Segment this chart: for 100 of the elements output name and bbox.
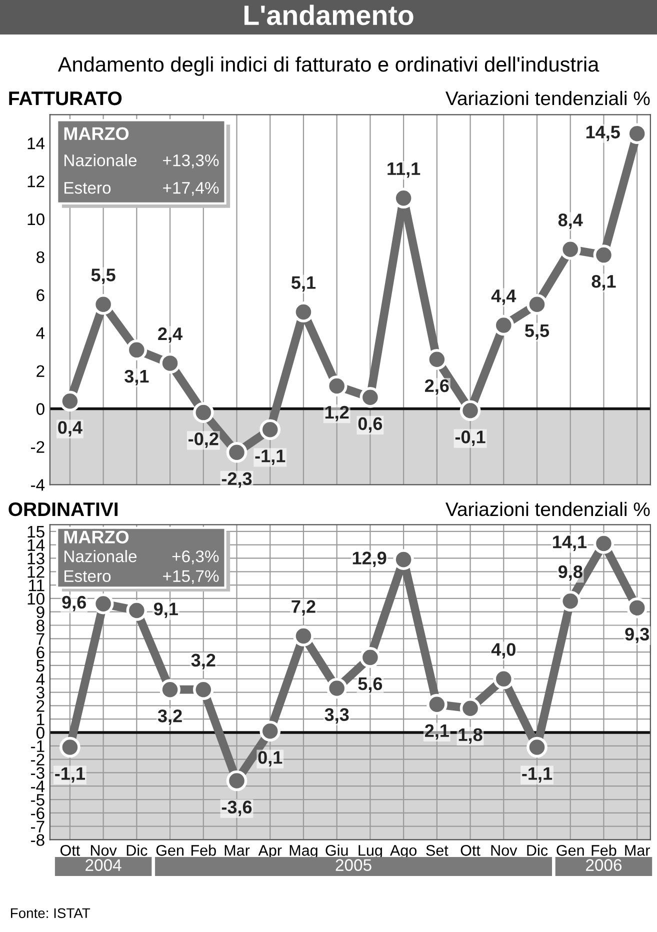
y-tick-label: 13 <box>28 552 44 564</box>
y-tick-label: -5 <box>30 794 44 806</box>
y-tick-label: -6 <box>30 807 44 820</box>
point <box>60 736 80 758</box>
y-tick-label: 2 <box>36 365 44 377</box>
data-label: 2,6 <box>424 379 449 395</box>
data-label: -1,1 <box>522 767 552 783</box>
point <box>226 770 248 792</box>
point <box>92 593 114 614</box>
y-tick-label: -4 <box>30 780 45 792</box>
chart-subtitle: Variazioni tendenziali % <box>446 502 650 516</box>
data-label: 2,1 <box>424 724 449 740</box>
y-tick-label: -4 <box>30 479 45 491</box>
data-label: -3,6 <box>222 800 252 816</box>
data-label: 8,4 <box>558 214 583 229</box>
data-label: 9,8 <box>558 565 582 581</box>
annotation: +15,7% <box>163 570 219 584</box>
y-tick-label: 2 <box>36 700 44 712</box>
annotation: Estero <box>64 182 111 194</box>
y-tick-label: 3 <box>36 686 44 698</box>
text: Andamento degli indici di fatturato e ordinativi dell'industria <box>58 56 600 76</box>
y-tick-label: 15 <box>28 526 44 538</box>
text: 2006 <box>586 859 622 871</box>
x-tick-label: Ott <box>60 844 80 856</box>
point <box>360 647 381 668</box>
chart-subtitle: Variazioni tendenziali % <box>446 90 650 106</box>
y-tick-label: -8 <box>30 834 44 846</box>
data-label: -2,3 <box>222 472 252 488</box>
point <box>460 400 481 422</box>
data-label: 5,5 <box>525 324 550 340</box>
annotation: Nazionale <box>64 550 137 562</box>
point <box>560 238 581 260</box>
point <box>226 442 248 463</box>
annotation: Nazionale <box>64 154 137 166</box>
point <box>126 340 148 360</box>
data-label: 9,1 <box>154 602 178 618</box>
data-label: -0,1 <box>455 430 486 446</box>
x-tick-label: Set <box>426 844 448 856</box>
y-tick-label: 12 <box>28 566 44 578</box>
point <box>426 694 448 715</box>
x-tick-label: Dic <box>126 844 148 856</box>
data-label: 7,2 <box>292 600 316 616</box>
annotation: MARZO <box>64 530 129 544</box>
data-label: 5,6 <box>358 677 382 693</box>
y-tick-label: 11 <box>29 580 44 592</box>
point <box>60 390 80 412</box>
data-label: 3,3 <box>324 708 349 724</box>
x-tick-label: Dic <box>527 844 548 856</box>
data-label: 3,2 <box>191 654 216 670</box>
y-tick-label: 4 <box>36 327 45 339</box>
x-tick-label: Gen <box>556 844 584 856</box>
y-tick-label: 4 <box>36 673 45 685</box>
data-label: -1,1 <box>255 450 286 465</box>
y-tick-label: 8 <box>36 620 44 632</box>
x-tick-label: Nov <box>90 845 117 856</box>
data-label: 0,4 <box>58 421 82 436</box>
data-label: -1,1 <box>55 767 86 783</box>
x-tick-label: Feb <box>191 844 216 856</box>
x-tick-label: Feb <box>592 844 616 856</box>
point <box>526 736 548 758</box>
data-label: 5,5 <box>91 268 116 284</box>
data-label: 2,4 <box>158 327 182 343</box>
x-tick-label: Gen <box>156 844 184 856</box>
data-label: 1,8 <box>458 728 482 744</box>
annotation: +6,3% <box>172 550 219 564</box>
data-label: 14,5 <box>586 126 620 142</box>
x-tick-label: Mar <box>224 845 250 856</box>
point <box>160 352 180 374</box>
point <box>293 626 314 646</box>
data-label: 3,1 <box>124 370 149 386</box>
y-tick-label: -3 <box>30 767 44 779</box>
y-tick-label: 12 <box>28 175 44 188</box>
data-label: 3,2 <box>158 710 182 725</box>
y-tick-label: 0 <box>36 403 44 415</box>
y-tick-label: 10 <box>28 592 44 605</box>
text: 2004 <box>86 859 122 871</box>
data-label: 12,9 <box>352 552 386 568</box>
point <box>260 419 281 440</box>
x-tick-label: Giu <box>326 844 348 856</box>
chart-title: FATTURATO <box>9 91 122 106</box>
point <box>192 679 214 700</box>
x-tick-label: Nov <box>491 845 518 856</box>
data-label: 4,4 <box>491 290 516 305</box>
y-tick-label: 5 <box>36 660 44 672</box>
data-label: 0,6 <box>358 417 382 433</box>
annotation: MARZO <box>64 127 129 140</box>
point <box>260 720 281 742</box>
y-tick-label: -2 <box>30 441 44 453</box>
data-label: 4,0 <box>491 643 516 658</box>
text: 2005 <box>336 859 372 871</box>
point <box>593 533 614 554</box>
x-tick-label: Apr <box>258 845 282 859</box>
chart-title: ORDINATIVI <box>8 502 118 516</box>
y-tick-label: 10 <box>28 213 44 226</box>
y-tick-label: 6 <box>36 289 44 302</box>
data-label: 9,6 <box>62 596 86 612</box>
point <box>626 597 648 618</box>
text: L'andamento <box>244 4 414 26</box>
y-tick-label: -2 <box>30 754 44 766</box>
data-label: -0,2 <box>188 432 218 448</box>
